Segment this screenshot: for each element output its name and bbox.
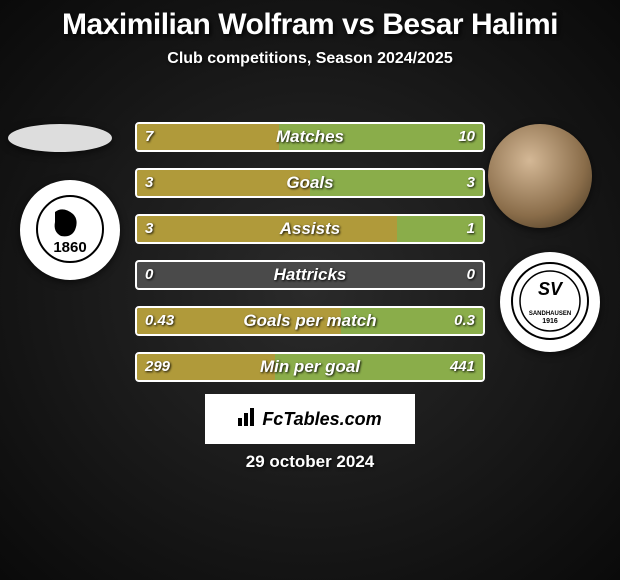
club-badge-left-label: 1860 — [35, 194, 105, 266]
bars-container: 710Matches 33Goals 31Assists 00Hattricks 0.4… — [135, 122, 485, 398]
footer-date: 29 october 2024 — [0, 452, 620, 472]
bar-label: Hattricks — [137, 262, 483, 288]
bar-label: Matches — [137, 124, 483, 150]
bar-label: Min per goal — [137, 354, 483, 380]
player-photo-right — [488, 124, 592, 228]
page-title: Maximilian Wolfram vs Besar Halimi — [0, 0, 620, 42]
svg-text:1916: 1916 — [542, 318, 558, 325]
bar-row: 299441Min per goal — [135, 352, 485, 382]
player-photo-left — [8, 124, 112, 152]
club-badge-left: 1860 — [20, 180, 120, 280]
club-badge-right-label: SV SANDHAUSEN 1916 — [510, 261, 590, 344]
bar-label: Assists — [137, 216, 483, 242]
svg-text:SANDHAUSEN: SANDHAUSEN — [529, 311, 571, 317]
bar-label: Goals per match — [137, 308, 483, 334]
brand-badge: FcTables.com — [205, 394, 415, 444]
bar-label: Goals — [137, 170, 483, 196]
bar-row: 00Hattricks — [135, 260, 485, 290]
brand-text: FcTables.com — [262, 409, 381, 430]
page-subtitle: Club competitions, Season 2024/2025 — [0, 50, 620, 68]
club-badge-right: SV SANDHAUSEN 1916 — [500, 252, 600, 352]
bar-row: 0.430.3Goals per match — [135, 306, 485, 336]
bar-row: 710Matches — [135, 122, 485, 152]
svg-text:1860: 1860 — [53, 239, 86, 256]
bar-row: 31Assists — [135, 214, 485, 244]
chart-icon — [238, 408, 258, 431]
svg-text:SV: SV — [538, 279, 564, 299]
bar-row: 33Goals — [135, 168, 485, 198]
comparison-chart: 1860 SV SANDHAUSEN 1916 710Matches 33Goal… — [0, 100, 620, 440]
